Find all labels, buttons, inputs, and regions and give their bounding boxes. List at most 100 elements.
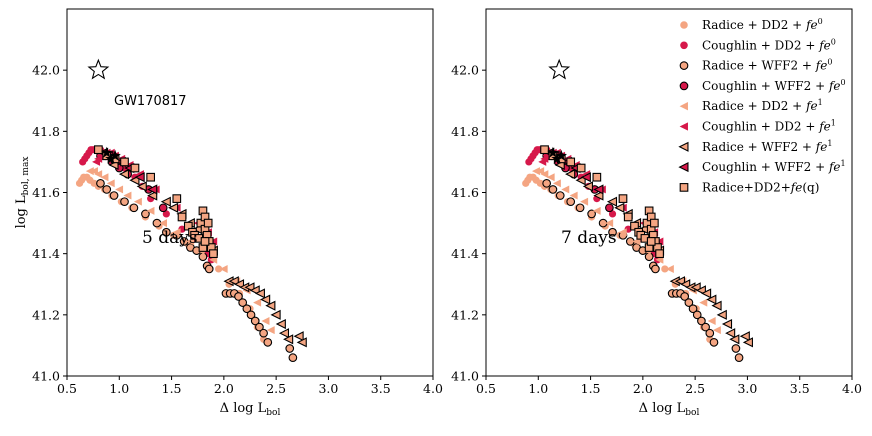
x-tick-label: 3.0 — [737, 381, 757, 396]
data-point — [540, 170, 549, 179]
x-tick-label: 3.5 — [790, 381, 810, 396]
gw170817-star-marker — [548, 58, 571, 80]
data-point — [94, 170, 103, 179]
data-point — [102, 185, 112, 194]
data-point — [608, 210, 617, 218]
x-tick-label: 3.5 — [371, 381, 391, 396]
data-point — [582, 181, 593, 192]
x-tick-label: 2.5 — [266, 381, 286, 396]
data-point — [580, 172, 591, 183]
data-point — [546, 173, 555, 182]
data-point — [238, 298, 248, 307]
data-point — [697, 316, 706, 326]
data-point — [133, 197, 142, 206]
legend-marker — [680, 41, 688, 50]
data-point — [130, 163, 140, 173]
y-tick-label: 42.0 — [32, 63, 60, 78]
y-tick-label: 41.8 — [451, 124, 479, 139]
x-tick-label: 4.0 — [423, 381, 443, 396]
y-axis-label: log Lbol, max — [14, 157, 31, 229]
data-point — [707, 316, 716, 325]
y-tick-label: 41.2 — [451, 307, 479, 322]
x-axis-label: Δ log Lbol — [639, 401, 700, 418]
data-point — [655, 249, 664, 259]
data-point — [253, 298, 262, 307]
y-tick-label: 41.0 — [32, 369, 60, 384]
data-point — [109, 191, 119, 200]
data-point — [94, 145, 103, 155]
data-point — [684, 298, 694, 307]
x-tick-label: 2.5 — [685, 381, 705, 396]
data-point — [608, 227, 617, 237]
data-point — [261, 316, 270, 325]
days-annotation: 7 days — [561, 228, 617, 248]
data-point — [203, 218, 213, 228]
data-point — [89, 167, 98, 176]
legend-marker — [679, 102, 688, 111]
data-point — [246, 310, 256, 320]
data-point — [547, 146, 559, 158]
data-layer — [75, 145, 307, 363]
data-point — [120, 157, 129, 167]
data-point — [162, 210, 170, 218]
data-point — [593, 190, 604, 201]
data-point — [215, 265, 223, 273]
data-point — [555, 149, 567, 161]
legend-label: Coughlin + DD2 + fe0 — [702, 37, 836, 52]
data-point — [219, 264, 228, 273]
data-point — [592, 172, 602, 182]
x-tick-label: 1.5 — [581, 381, 601, 396]
data-point — [147, 190, 158, 201]
data-point — [531, 167, 540, 176]
data-point — [542, 178, 552, 188]
data-point — [146, 172, 156, 182]
data-point — [561, 185, 570, 194]
legend-marker — [679, 81, 689, 91]
legend-label: Coughlin + DD2 + fe1 — [702, 119, 836, 134]
data-point — [651, 264, 660, 274]
data-point — [711, 300, 722, 311]
data-point — [688, 304, 698, 314]
data-point — [701, 288, 712, 299]
data-point — [254, 288, 265, 299]
data-point — [159, 219, 167, 228]
data-point — [96, 178, 105, 188]
legend-marker — [679, 122, 688, 131]
data-point — [725, 328, 736, 339]
data-point — [709, 338, 719, 347]
data-point — [100, 173, 109, 182]
data-point — [565, 169, 576, 180]
data-point — [259, 328, 268, 338]
data-point — [665, 264, 674, 273]
data-point — [701, 322, 710, 332]
data-point — [168, 202, 179, 213]
data-point — [263, 338, 273, 347]
legend-marker — [679, 61, 689, 70]
legend-label: Radice + WFF2 + fe1 — [702, 139, 832, 154]
data-point — [118, 169, 130, 180]
data-point — [680, 292, 690, 301]
data-point — [729, 334, 740, 345]
legend-marker — [678, 162, 689, 173]
data-point — [105, 152, 117, 164]
data-point — [160, 196, 171, 207]
data-point — [278, 328, 290, 339]
data-point — [587, 209, 596, 219]
legend-marker — [678, 141, 689, 152]
data-point — [115, 185, 124, 194]
data-point — [123, 191, 132, 200]
data-point — [614, 202, 625, 213]
x-tick-label: 0.5 — [476, 381, 496, 396]
data-point — [721, 318, 733, 330]
data-point — [106, 179, 115, 188]
legend-label: Radice + DD2 + fe0 — [702, 17, 823, 32]
data-point — [661, 265, 669, 273]
data-point — [275, 318, 286, 330]
data-point — [234, 292, 243, 301]
data-point — [260, 294, 271, 305]
data-point — [716, 309, 727, 320]
data-point — [731, 344, 741, 353]
data-point — [85, 167, 94, 176]
x-tick-label: 3.0 — [318, 381, 338, 396]
